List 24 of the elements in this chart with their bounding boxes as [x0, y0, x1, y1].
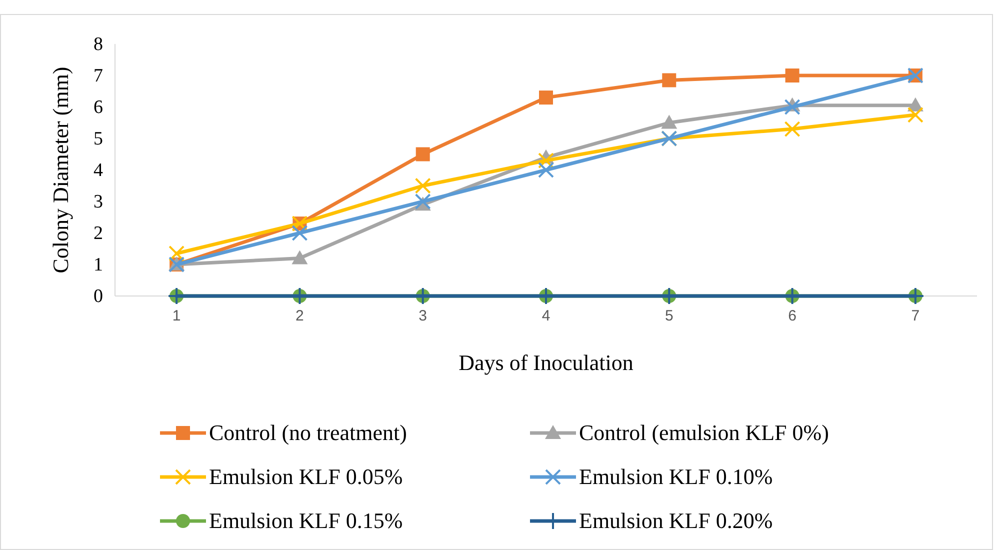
legend-label: Emulsion KLF 0.20% [579, 508, 773, 533]
y-tick-label: 5 [94, 128, 103, 150]
y-tick-label: 0 [94, 286, 103, 308]
x-tick-label: 4 [542, 308, 550, 325]
y-tick-label: 7 [94, 66, 103, 87]
x-tick-label: 2 [296, 308, 304, 325]
legend-label: Emulsion KLF 0.15% [209, 508, 403, 533]
y-axis-title: Colony Diameter (mm) [48, 66, 73, 274]
x-tick-label: 3 [418, 308, 428, 325]
x-axis-title: Days of Inoculation [458, 350, 634, 375]
y-tick-label: 3 [94, 192, 103, 213]
legend-label: Control (no treatment) [209, 420, 407, 445]
y-tick-label: 2 [94, 223, 103, 244]
x-tick-label: 5 [664, 308, 674, 325]
y-tick-label: 6 [94, 97, 103, 118]
legend-label: Emulsion KLF 0.05% [209, 464, 403, 489]
y-tick-label: 8 [94, 34, 103, 56]
y-tick-label: 4 [94, 160, 104, 182]
x-tick-label: 7 [911, 308, 920, 325]
legend-label: Control (emulsion KLF 0%) [579, 420, 829, 445]
x-tick-label: 6 [788, 308, 796, 325]
legend-label: Emulsion KLF 0.10% [579, 464, 773, 489]
y-tick-label: 1 [94, 254, 103, 276]
x-tick-label: 1 [172, 308, 181, 325]
